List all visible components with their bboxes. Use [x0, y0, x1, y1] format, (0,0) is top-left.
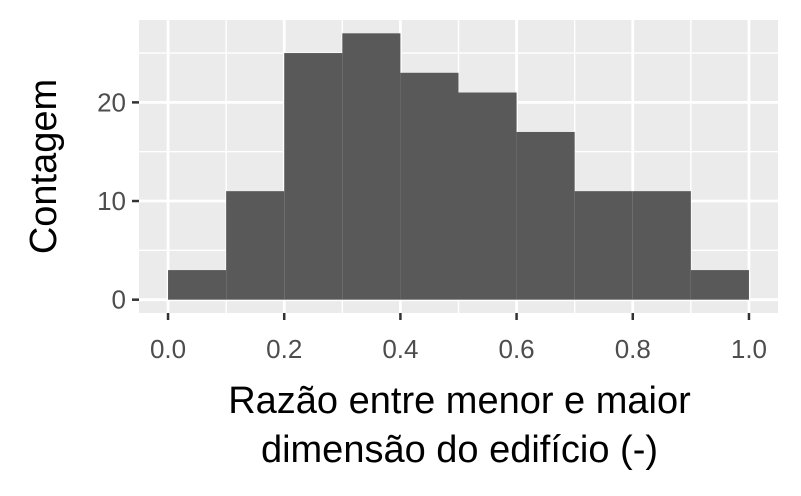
x-axis-title-line-1: Razão entre menor e maior	[228, 380, 691, 422]
x-tick-label: 0.2	[266, 334, 302, 364]
histogram-bar-5	[400, 72, 459, 300]
histogram-bar-2	[226, 191, 285, 300]
x-tick-label: 0.6	[499, 334, 535, 364]
histogram-bar-1	[168, 270, 227, 300]
histogram-bar-6	[458, 92, 517, 300]
histogram-bar-8	[574, 191, 633, 300]
x-axis: 0.0 0.2 0.4 0.6 0.8 1.0	[150, 313, 767, 364]
y-tick-label: 10	[97, 186, 126, 216]
histogram-bar-3	[284, 53, 343, 300]
histogram-bar-10	[690, 270, 749, 300]
x-axis-title-line-2: dimensão do edifício (-)	[261, 429, 658, 471]
y-axis: 0 10 20	[97, 87, 139, 315]
y-tick-label: 20	[97, 87, 126, 117]
x-tick-label: 0.8	[615, 334, 651, 364]
y-axis-title: Contagem	[23, 79, 65, 254]
y-tick-label: 0	[112, 285, 126, 315]
histogram-bars	[168, 33, 749, 300]
histogram-bar-9	[632, 191, 691, 300]
x-tick-label: 1.0	[731, 334, 767, 364]
histogram-bar-4	[342, 33, 401, 300]
x-tick-label: 0.4	[382, 334, 418, 364]
histogram-bar-7	[516, 131, 575, 300]
x-tick-label: 0.0	[150, 334, 186, 364]
